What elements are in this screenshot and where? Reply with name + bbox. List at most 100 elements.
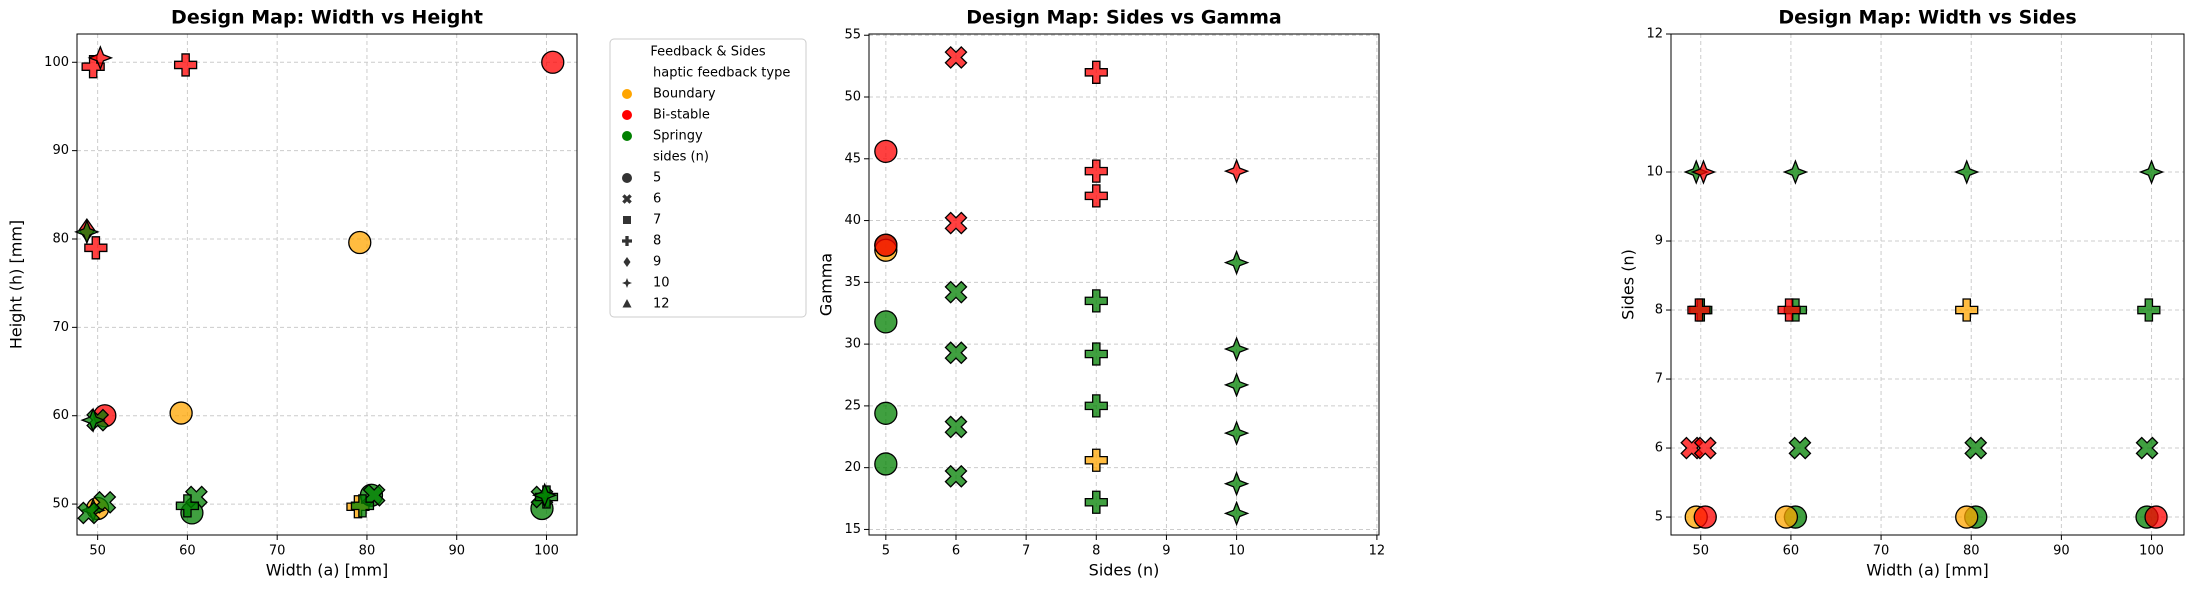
marker xyxy=(623,257,631,267)
legend-label: 6 xyxy=(653,192,661,207)
marker xyxy=(173,53,198,77)
y-tick-label: 45 xyxy=(844,151,861,166)
marker xyxy=(944,46,968,69)
y-tick-label: 10 xyxy=(1646,165,1663,180)
marker xyxy=(1693,436,1717,460)
legend-label: 7 xyxy=(653,213,661,228)
marker xyxy=(944,211,968,235)
y-tick-label: 5 xyxy=(1655,510,1663,525)
y-axis-label: Sides (n) xyxy=(1619,249,1638,320)
marker xyxy=(1084,448,1108,472)
marker xyxy=(1687,298,1711,322)
marker xyxy=(1223,336,1250,362)
marker xyxy=(1223,420,1250,446)
x-tick-label: 60 xyxy=(1783,544,1800,559)
marker xyxy=(1782,159,1809,185)
marker xyxy=(874,139,898,164)
legend-label: Springy xyxy=(653,129,703,144)
marker xyxy=(1774,505,1799,529)
marker xyxy=(348,230,372,255)
marker xyxy=(74,219,100,245)
marker xyxy=(77,501,101,525)
x-tick-label: 60 xyxy=(179,544,196,559)
marker xyxy=(2144,505,2168,529)
marker xyxy=(944,280,968,304)
y-tick-label: 30 xyxy=(844,337,861,352)
x-tick-label: 7 xyxy=(1022,544,1030,559)
marker xyxy=(1084,60,1108,84)
legend-marker xyxy=(622,110,632,120)
marker xyxy=(541,50,565,74)
plot-frame xyxy=(868,33,1380,536)
y-tick-label: 60 xyxy=(52,408,69,423)
marker xyxy=(622,173,632,183)
x-tick-label: 6 xyxy=(952,544,960,559)
x-tick-label: 70 xyxy=(1873,544,1890,559)
y-axis-label: Gamma xyxy=(817,253,836,316)
x-tick-label: 90 xyxy=(2053,544,2070,559)
x-tick-label: 80 xyxy=(359,544,376,559)
x-tick-label: 70 xyxy=(269,544,286,559)
marker xyxy=(944,464,968,488)
y-tick-label: 50 xyxy=(52,497,69,512)
x-tick-label: 12 xyxy=(1369,544,1386,559)
x-tick-label: 5 xyxy=(882,544,890,559)
legend-marker xyxy=(622,89,632,99)
marker xyxy=(1953,159,1980,185)
legend-label: Boundary xyxy=(653,87,716,102)
marker xyxy=(1964,436,1988,460)
y-tick-label: 25 xyxy=(844,398,861,413)
marker xyxy=(1223,249,1250,276)
marker xyxy=(874,233,898,257)
chart-title: Design Map: Sides vs Gamma xyxy=(966,7,1282,29)
y-tick-label: 6 xyxy=(1655,441,1663,456)
y-tick-label: 12 xyxy=(1646,27,1663,42)
x-tick-label: 80 xyxy=(1963,544,1980,559)
marker xyxy=(1084,342,1108,366)
marker xyxy=(1223,372,1250,398)
marker xyxy=(1223,500,1250,527)
y-tick-label: 50 xyxy=(844,90,861,105)
legend-title: Feedback & Sides xyxy=(650,45,765,60)
plot-frame xyxy=(1670,33,2185,536)
marker xyxy=(1223,470,1250,497)
marker xyxy=(2135,436,2159,460)
marker xyxy=(531,482,558,509)
marker xyxy=(874,310,898,334)
marker xyxy=(1084,289,1108,313)
legend-label: 5 xyxy=(653,171,661,186)
marker xyxy=(175,494,200,518)
chart-title: Design Map: Width vs Sides xyxy=(1778,7,2076,29)
marker xyxy=(2137,298,2161,322)
y-tick-label: 90 xyxy=(52,143,69,158)
marker xyxy=(874,401,898,425)
marker xyxy=(1955,505,1979,529)
marker xyxy=(944,415,968,439)
marker xyxy=(1084,159,1108,183)
x-tick-label: 100 xyxy=(534,544,559,559)
y-axis-label: Height (h) [mm] xyxy=(7,220,26,349)
y-tick-label: 55 xyxy=(844,28,861,43)
legend-label: 10 xyxy=(653,276,670,291)
marker xyxy=(622,278,632,288)
y-tick-label: 80 xyxy=(52,231,69,246)
marker xyxy=(169,401,193,425)
x-tick-label: 8 xyxy=(1092,544,1100,559)
marker xyxy=(350,494,375,518)
y-tick-label: 100 xyxy=(44,55,69,70)
legend-label: 12 xyxy=(653,297,670,312)
x-axis-label: Width (a) [mm] xyxy=(266,561,389,580)
marker xyxy=(84,236,108,260)
y-tick-label: 35 xyxy=(844,275,861,290)
legend-label: 9 xyxy=(653,255,661,270)
x-tick-label: 10 xyxy=(1228,544,1245,559)
marker xyxy=(623,216,631,224)
marker xyxy=(1084,184,1108,208)
y-tick-label: 8 xyxy=(1655,303,1663,318)
marker xyxy=(87,45,114,71)
y-tick-label: 70 xyxy=(52,320,69,335)
marker xyxy=(2138,159,2165,185)
x-axis-label: Width (a) [mm] xyxy=(1866,561,1989,580)
y-tick-label: 9 xyxy=(1655,234,1663,249)
plot-frame xyxy=(76,33,578,536)
